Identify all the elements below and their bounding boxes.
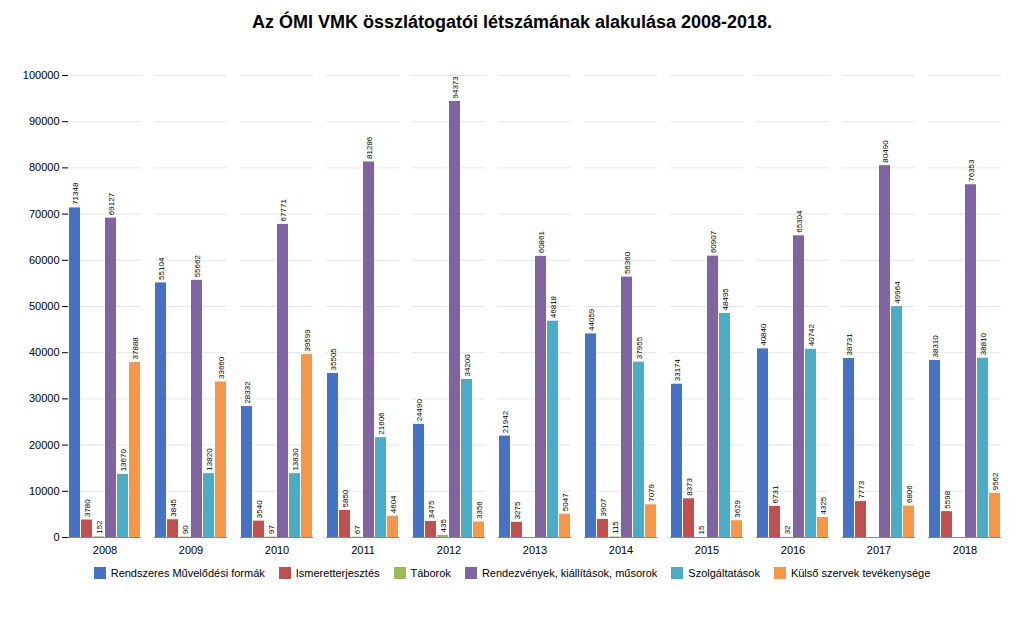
svg-text:3475: 3475 [427, 500, 436, 518]
svg-text:8373: 8373 [685, 477, 694, 495]
svg-text:13830: 13830 [291, 448, 300, 471]
svg-text:15: 15 [697, 525, 706, 534]
svg-text:94373: 94373 [451, 76, 460, 99]
svg-text:2011: 2011 [351, 544, 375, 556]
svg-text:40840: 40840 [759, 323, 768, 346]
svg-text:2012: 2012 [437, 544, 461, 556]
svg-text:2016: 2016 [781, 544, 805, 556]
svg-text:34200: 34200 [463, 354, 472, 377]
svg-text:80000: 80000 [29, 161, 60, 173]
svg-text:13670: 13670 [119, 449, 128, 472]
svg-text:97: 97 [267, 525, 276, 534]
svg-text:4604: 4604 [389, 495, 398, 513]
svg-text:9562: 9562 [991, 472, 1000, 490]
svg-text:55662: 55662 [193, 255, 202, 278]
html-text:Szolgáltatások: Szolgáltatások [688, 567, 760, 579]
html-text:Táborok: Táborok [410, 567, 451, 579]
svg-text:5047: 5047 [561, 493, 570, 511]
svg-text:21942: 21942 [501, 410, 510, 433]
svg-text:40000: 40000 [29, 346, 60, 358]
svg-text:44059: 44059 [587, 308, 596, 331]
svg-text:50000: 50000 [29, 300, 60, 312]
svg-text:7773: 7773 [857, 480, 866, 498]
html-text:Rendszeres Művelődési formák: Rendszeres Művelődési formák [110, 567, 265, 579]
svg-text:90000: 90000 [29, 115, 60, 127]
html-text:Az ÓMI VMK összlátogatói létsz: Az ÓMI VMK összlátogatói létszámának ala… [251, 12, 773, 32]
svg-text:40742: 40742 [807, 323, 816, 346]
svg-text:81286: 81286 [365, 136, 374, 159]
svg-text:21606: 21606 [377, 412, 386, 435]
html-text:Rendezvények, kiállítások, műs: Rendezvények, kiállítások, műsorok [481, 567, 658, 579]
svg-text:65304: 65304 [795, 210, 804, 233]
svg-text:10000: 10000 [29, 485, 60, 497]
svg-text:115: 115 [611, 521, 620, 534]
svg-text:2017: 2017 [867, 544, 891, 556]
svg-text:48495: 48495 [721, 288, 730, 311]
svg-text:3275: 3275 [513, 501, 522, 519]
svg-text:7079: 7079 [647, 483, 656, 501]
svg-text:55104: 55104 [157, 257, 166, 280]
svg-text:2015: 2015 [695, 544, 719, 556]
svg-text:20000: 20000 [29, 439, 60, 451]
svg-text:6806: 6806 [905, 485, 914, 503]
svg-text:2014: 2014 [609, 544, 633, 556]
svg-text:435: 435 [439, 519, 448, 533]
svg-text:13820: 13820 [205, 448, 214, 471]
svg-text:3780: 3780 [83, 499, 92, 517]
svg-text:30000: 30000 [29, 392, 60, 404]
svg-text:0: 0 [53, 531, 59, 543]
svg-text:3540: 3540 [255, 500, 264, 518]
svg-text:2013: 2013 [523, 544, 547, 556]
svg-text:39599: 39599 [303, 329, 312, 352]
svg-text:152: 152 [95, 520, 104, 534]
svg-text:69127: 69127 [107, 192, 116, 215]
svg-text:80490: 80490 [881, 140, 890, 163]
svg-text:5598: 5598 [943, 490, 952, 508]
svg-text:38810: 38810 [979, 332, 988, 355]
svg-text:2018: 2018 [953, 544, 977, 556]
svg-text:35505: 35505 [329, 348, 338, 371]
svg-text:60907: 60907 [709, 230, 718, 253]
svg-text:2009: 2009 [179, 544, 203, 556]
svg-text:32: 32 [783, 525, 792, 534]
svg-text:60861: 60861 [537, 231, 546, 254]
svg-text:4325: 4325 [819, 496, 828, 514]
svg-text:90: 90 [181, 525, 190, 534]
svg-text:37888: 37888 [131, 337, 140, 360]
svg-text:67: 67 [353, 525, 362, 534]
svg-text:5850: 5850 [341, 489, 350, 507]
svg-text:2008: 2008 [93, 544, 117, 556]
svg-text:33660: 33660 [217, 356, 226, 379]
svg-text:46818: 46818 [549, 295, 558, 318]
svg-text:3356: 3356 [475, 501, 484, 519]
svg-text:71348: 71348 [71, 182, 80, 205]
svg-text:24490: 24490 [415, 399, 424, 422]
svg-text:38731: 38731 [845, 333, 854, 356]
svg-text:37955: 37955 [635, 336, 644, 359]
svg-text:70000: 70000 [29, 208, 60, 220]
svg-text:60000: 60000 [29, 254, 60, 266]
svg-text:56360: 56360 [623, 251, 632, 274]
svg-text:49964: 49964 [893, 281, 902, 304]
svg-text:3629: 3629 [733, 499, 742, 517]
html-text:Ismeretterjesztés: Ismeretterjesztés [295, 567, 380, 579]
svg-text:38310: 38310 [931, 335, 940, 358]
svg-text:3907: 3907 [599, 498, 608, 516]
svg-text:67771: 67771 [279, 199, 288, 222]
svg-text:33174: 33174 [673, 358, 682, 381]
html-text:Külső szervek tevékenysége: Külső szervek tevékenysége [790, 567, 931, 579]
svg-text:2010: 2010 [265, 544, 289, 556]
svg-text:6731: 6731 [771, 485, 780, 503]
svg-text:28332: 28332 [243, 381, 252, 404]
svg-text:3845: 3845 [169, 498, 178, 516]
svg-text:76353: 76353 [967, 159, 976, 182]
svg-text:100000: 100000 [23, 69, 60, 81]
